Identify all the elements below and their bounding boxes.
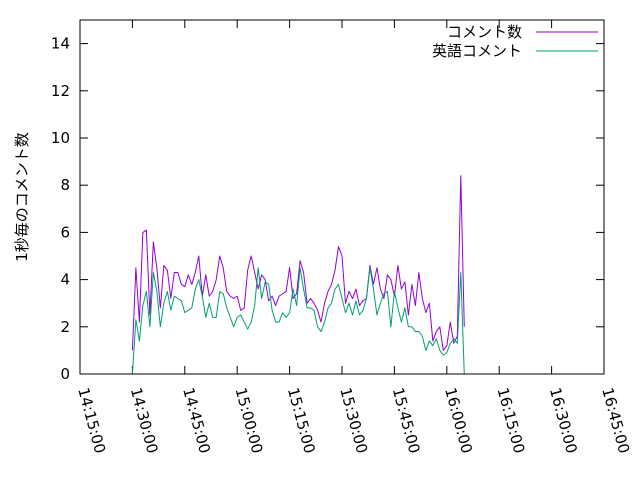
y-tick-label: 10 xyxy=(51,129,70,147)
y-tick-label: 8 xyxy=(60,176,70,194)
x-tick-label: 15:15:00 xyxy=(284,386,319,456)
series-layer xyxy=(132,176,464,374)
y-tick-label: 0 xyxy=(60,365,70,383)
x-tick-label: 16:45:00 xyxy=(598,386,633,456)
x-tick-label: 14:45:00 xyxy=(179,386,214,456)
legend-label-0: コメント数 xyxy=(447,23,522,41)
x-tick-label: 14:30:00 xyxy=(127,386,162,456)
y-tick-label: 4 xyxy=(60,271,70,289)
y-tick-label: 14 xyxy=(51,35,70,53)
y-tick-label: 12 xyxy=(51,82,70,100)
plot-frame xyxy=(80,20,604,374)
y-axis-ticks: 0 2 4 6 8 10 12 14 xyxy=(51,35,604,383)
series-line-0 xyxy=(132,176,464,351)
x-tick-label: 16:30:00 xyxy=(546,386,581,456)
x-tick-label: 16:00:00 xyxy=(441,386,476,456)
y-axis-label: 1秒毎のコメント数 xyxy=(13,132,31,262)
x-tick-label: 16:15:00 xyxy=(494,386,529,456)
x-tick-label: 14:15:00 xyxy=(74,386,109,456)
x-axis-ticks: 14:15:00 14:30:00 14:45:00 15:00:00 15:15:00… xyxy=(74,20,633,455)
x-tick-label: 15:45:00 xyxy=(389,386,424,456)
y-tick-label: 6 xyxy=(60,223,70,241)
legend-label-1: 英語コメント xyxy=(432,42,522,60)
y-tick-label: 2 xyxy=(60,318,70,336)
x-tick-label: 15:00:00 xyxy=(232,386,267,456)
x-tick-label: 15:30:00 xyxy=(336,386,371,456)
series-line-1 xyxy=(132,268,464,374)
